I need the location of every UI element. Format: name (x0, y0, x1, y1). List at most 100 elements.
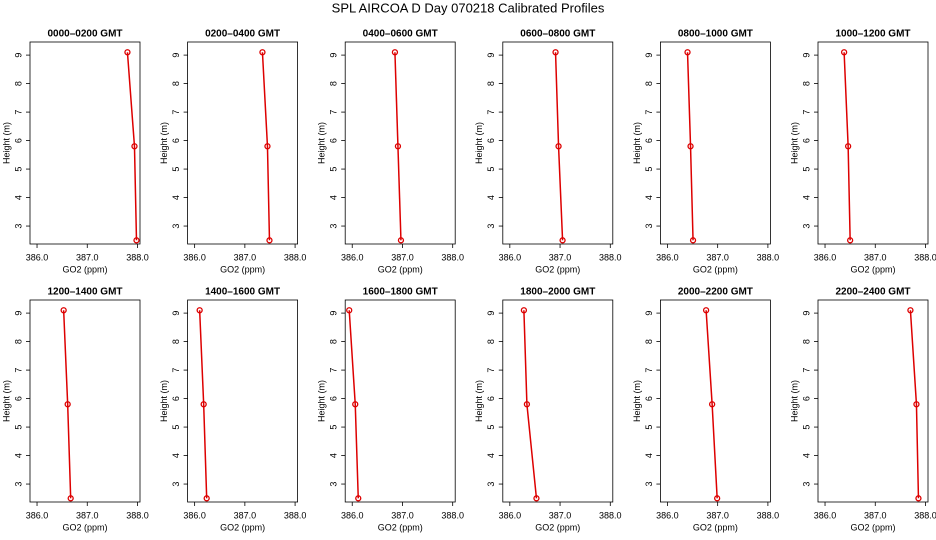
y-tick-label: 5 (801, 425, 811, 430)
x-tick-label: 388.0 (284, 510, 307, 520)
y-tick-label: 6 (801, 138, 811, 143)
data-point (394, 143, 402, 150)
x-axis-label: GO2 (ppm) (850, 522, 895, 532)
data-point (687, 143, 694, 150)
data-point (352, 401, 359, 408)
y-axis-label: Height (m) (632, 380, 642, 422)
panel-title: 1400–1600 GMT (205, 287, 280, 298)
y-axis-label: Height (m) (632, 122, 642, 164)
y-tick-label: 7 (801, 110, 811, 115)
y-tick-label: 4 (486, 195, 496, 200)
x-tick-label: 388.0 (914, 252, 936, 262)
profile-line (348, 310, 360, 499)
panel-title: 1800–2000 GMT (520, 287, 595, 298)
x-axis-label: GO2 (ppm) (693, 264, 738, 274)
x-tick-label: 386.0 (341, 252, 364, 262)
x-axis-label: GO2 (ppm) (62, 522, 107, 532)
y-tick-label: 3 (13, 482, 23, 487)
y-tick-label: 7 (486, 368, 496, 373)
y-tick-label: 4 (171, 195, 181, 200)
y-axis-label: Height (m) (789, 122, 799, 164)
y-tick-label: 8 (486, 339, 496, 344)
y-tick-label: 7 (329, 368, 339, 373)
y-tick-label: 7 (486, 110, 496, 115)
panel-title: 0000–0200 GMT (47, 29, 122, 40)
data-point (708, 401, 716, 408)
data-point (702, 307, 710, 314)
panel-title: 0400–0600 GMT (363, 29, 438, 40)
data-point (913, 401, 920, 408)
x-tick-label: 388.0 (126, 252, 149, 262)
y-tick-label: 5 (171, 425, 181, 430)
plot-frame (502, 299, 614, 503)
data-point (203, 495, 210, 502)
y-tick-label: 9 (486, 53, 496, 58)
plot-frame (817, 299, 929, 503)
y-tick-label: 5 (486, 167, 496, 172)
y-tick-label: 9 (486, 311, 496, 316)
data-point (124, 49, 131, 56)
y-tick-label: 5 (486, 425, 496, 430)
profile-line (686, 52, 694, 241)
y-tick-label: 6 (644, 138, 654, 143)
profile-line (198, 310, 208, 499)
x-tick-label: 387.0 (549, 252, 572, 262)
x-tick-label: 386.0 (499, 510, 522, 520)
data-point (555, 143, 562, 150)
data-point (844, 143, 852, 150)
y-tick-label: 9 (13, 53, 23, 58)
profile-line (62, 310, 72, 499)
x-tick-label: 386.0 (183, 510, 206, 520)
x-axis-label: GO2 (ppm) (850, 264, 895, 274)
x-tick-label: 388.0 (284, 252, 307, 262)
profile-line (261, 52, 271, 241)
plot-frame (660, 41, 771, 245)
y-tick-label: 9 (801, 53, 811, 58)
y-tick-label: 3 (171, 482, 181, 487)
y-tick-label: 4 (13, 195, 23, 200)
data-point (523, 401, 531, 408)
y-tick-label: 5 (171, 167, 181, 172)
y-tick-label: 4 (329, 453, 339, 458)
y-tick-label: 3 (801, 482, 811, 487)
y-tick-label: 3 (486, 482, 496, 487)
y-tick-label: 3 (329, 482, 339, 487)
x-tick-label: 388.0 (599, 510, 622, 520)
y-tick-label: 4 (486, 453, 496, 458)
y-tick-label: 4 (171, 453, 181, 458)
y-tick-label: 3 (171, 224, 181, 229)
data-point (559, 237, 566, 244)
y-tick-label: 5 (329, 425, 339, 430)
y-tick-label: 6 (329, 138, 339, 143)
y-tick-label: 8 (171, 339, 181, 344)
x-tick-label: 387.0 (391, 252, 414, 262)
x-axis-label: GO2 (ppm) (62, 264, 107, 274)
y-tick-label: 3 (13, 224, 23, 229)
x-tick-label: 386.0 (656, 252, 679, 262)
x-tick-label: 387.0 (549, 510, 572, 520)
panel-title: 0800–1000 GMT (678, 29, 753, 40)
y-tick-label: 9 (801, 311, 811, 316)
plot-frame (187, 299, 299, 503)
y-tick-label: 8 (801, 81, 811, 86)
y-tick-label: 5 (644, 425, 654, 430)
x-axis-label: GO2 (ppm) (535, 522, 580, 532)
x-axis-label: GO2 (ppm) (378, 264, 423, 274)
y-tick-label: 7 (171, 110, 181, 115)
plot-frame (817, 41, 929, 245)
y-tick-label: 8 (486, 81, 496, 86)
data-point (907, 307, 914, 314)
y-tick-label: 6 (486, 138, 496, 143)
x-tick-label: 388.0 (599, 252, 622, 262)
profile-line (909, 310, 920, 499)
y-tick-label: 6 (171, 138, 181, 143)
y-tick-label: 6 (171, 396, 181, 401)
y-tick-label: 7 (13, 368, 23, 373)
x-tick-label: 386.0 (183, 252, 206, 262)
y-tick-label: 8 (329, 339, 339, 344)
data-point (131, 143, 138, 150)
y-tick-label: 4 (801, 453, 811, 458)
plot-frame (29, 41, 141, 245)
y-tick-label: 6 (801, 396, 811, 401)
x-tick-label: 388.0 (757, 510, 780, 520)
